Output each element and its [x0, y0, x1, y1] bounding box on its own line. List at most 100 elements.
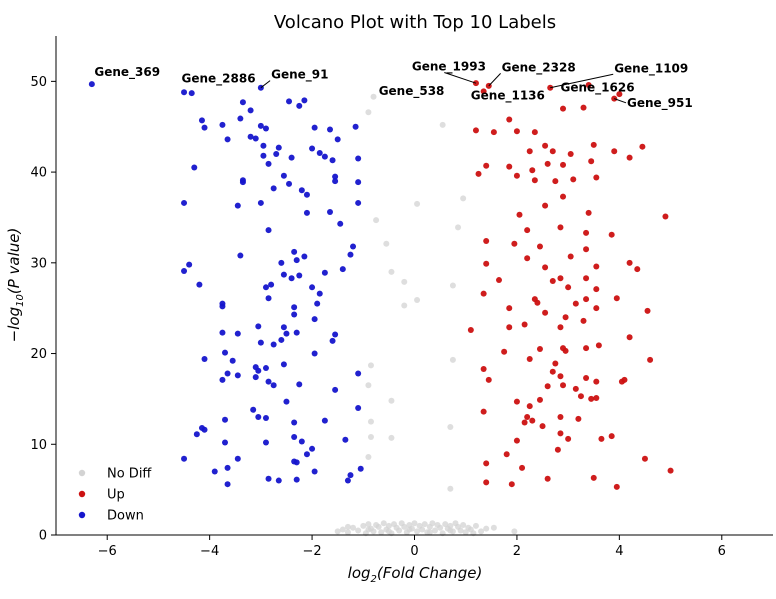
point-down	[275, 144, 282, 151]
point-down	[181, 199, 188, 206]
point-down	[222, 416, 229, 423]
point-down	[255, 367, 262, 374]
point-up	[542, 309, 549, 316]
point-up	[531, 129, 538, 136]
point-down	[219, 376, 226, 383]
point-no-diff	[439, 121, 446, 128]
y-tick-label: 20	[30, 347, 47, 362]
gene-label-arrow	[444, 72, 477, 84]
point-no-diff	[460, 522, 467, 529]
point-down	[278, 259, 285, 266]
point-down	[262, 284, 269, 291]
point-no-diff	[385, 522, 392, 529]
point-down	[283, 330, 290, 337]
point-up	[565, 284, 572, 291]
point-down	[265, 160, 272, 167]
point-down	[332, 386, 339, 393]
point-down	[293, 476, 300, 483]
point-up	[506, 163, 513, 170]
point-down	[193, 431, 200, 438]
point-up	[549, 277, 556, 284]
point-up	[667, 467, 674, 474]
gene-label-arrow	[488, 73, 501, 87]
gene-label: Gene_369	[94, 65, 160, 80]
point-down	[270, 185, 277, 192]
point-no-diff	[455, 224, 462, 231]
point-up	[503, 451, 510, 458]
point-up	[621, 376, 628, 383]
point-up	[644, 307, 651, 314]
point-no-diff	[462, 529, 469, 536]
point-up	[583, 275, 590, 282]
x-axis-label-base: 2	[371, 574, 377, 585]
point-down	[181, 455, 188, 462]
point-down	[268, 281, 275, 288]
point-down	[301, 97, 308, 104]
point-no-diff	[447, 527, 454, 534]
point-down	[355, 179, 362, 186]
point-up	[549, 148, 556, 155]
point-up	[583, 345, 590, 352]
point-up	[483, 479, 490, 486]
point-up	[616, 91, 623, 98]
point-down	[352, 123, 359, 130]
point-no-diff	[365, 526, 372, 533]
gene-label: Gene_91	[271, 68, 328, 83]
point-up	[524, 255, 531, 262]
point-up	[557, 324, 564, 331]
point-up	[496, 277, 502, 284]
point-down	[255, 414, 262, 421]
point-up	[483, 460, 490, 467]
point-down	[309, 445, 316, 452]
point-down	[350, 243, 357, 250]
y-tick-label: 30	[30, 256, 47, 271]
point-up	[557, 414, 564, 421]
point-down	[273, 150, 280, 157]
gene-label: Gene_1136	[471, 89, 545, 104]
point-up	[506, 324, 513, 331]
point-up	[577, 393, 584, 400]
point-no-diff	[411, 520, 418, 527]
point-up	[480, 408, 487, 415]
point-no-diff	[401, 523, 408, 530]
point-no-diff	[350, 524, 357, 531]
point-down	[211, 468, 218, 475]
point-up	[513, 128, 520, 135]
point-down	[309, 145, 316, 152]
gene-label: Gene_1109	[614, 61, 688, 76]
point-no-diff	[447, 485, 454, 492]
point-no-diff	[383, 240, 390, 247]
point-no-diff	[365, 109, 372, 116]
point-up	[626, 259, 633, 266]
point-up	[583, 229, 590, 236]
point-no-diff	[370, 528, 377, 535]
point-up	[557, 275, 564, 282]
point-up	[526, 355, 533, 362]
x-tick-label: −2	[302, 544, 321, 559]
point-up	[583, 246, 590, 253]
point-down	[291, 434, 298, 441]
point-up	[575, 415, 582, 422]
point-up	[593, 286, 600, 293]
point-up	[580, 317, 587, 324]
point-down	[224, 464, 231, 471]
point-down	[296, 381, 303, 388]
point-down	[288, 275, 295, 282]
point-up	[480, 88, 487, 95]
point-down	[316, 150, 323, 157]
point-up	[557, 224, 564, 231]
point-up	[544, 475, 551, 482]
point-up	[524, 414, 531, 421]
point-up	[588, 395, 595, 402]
point-no-diff	[365, 521, 372, 528]
point-no-diff	[388, 434, 395, 441]
point-up	[483, 260, 490, 267]
point-down	[342, 436, 349, 443]
point-no-diff	[490, 524, 497, 531]
point-down	[291, 458, 298, 465]
point-up	[567, 150, 574, 157]
point-down	[303, 191, 310, 198]
point-down	[270, 341, 277, 348]
point-down	[316, 290, 323, 297]
point-down	[278, 336, 285, 343]
